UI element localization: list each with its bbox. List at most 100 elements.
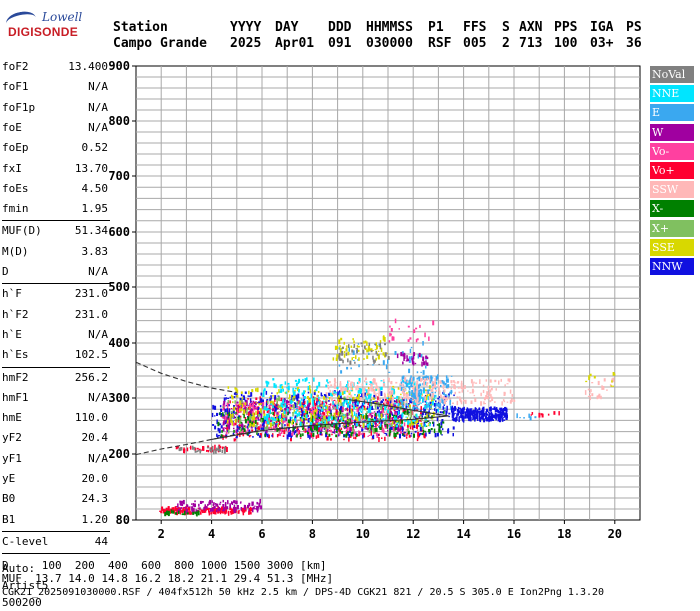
echo-point bbox=[260, 419, 263, 423]
echo-point bbox=[341, 421, 344, 424]
echo-point bbox=[395, 381, 398, 384]
echo-point bbox=[441, 398, 443, 403]
echo-point bbox=[402, 401, 405, 405]
echo-point bbox=[531, 412, 534, 415]
y-tick-label: 600 bbox=[108, 225, 130, 239]
echo-point bbox=[249, 398, 252, 403]
echo-point bbox=[378, 363, 380, 366]
echo-point bbox=[441, 411, 444, 414]
echo-point bbox=[295, 408, 298, 411]
echo-point bbox=[472, 414, 474, 417]
echo-point bbox=[264, 426, 267, 429]
echo-point bbox=[278, 389, 280, 394]
echo-point bbox=[281, 423, 283, 428]
echo-point bbox=[207, 450, 209, 452]
echo-point bbox=[373, 388, 376, 394]
echo-point bbox=[359, 426, 361, 428]
echo-point bbox=[289, 409, 292, 411]
echo-point bbox=[256, 501, 258, 505]
echo-point bbox=[341, 350, 344, 356]
echo-point bbox=[312, 403, 315, 407]
echo-point bbox=[422, 370, 425, 375]
echo-point bbox=[480, 401, 483, 406]
echo-point bbox=[319, 418, 322, 422]
echo-point bbox=[490, 385, 493, 388]
echo-point bbox=[293, 431, 296, 435]
echo-point bbox=[281, 429, 284, 431]
echo-point bbox=[326, 397, 329, 402]
echo-point bbox=[486, 391, 489, 396]
echo-point bbox=[430, 376, 433, 382]
echo-point bbox=[219, 405, 222, 408]
echo-point bbox=[471, 388, 474, 394]
echo-point bbox=[404, 419, 407, 422]
echo-point bbox=[368, 429, 371, 434]
echo-point bbox=[400, 393, 402, 396]
echo-point bbox=[272, 425, 275, 429]
echo-point bbox=[412, 406, 414, 412]
echo-point bbox=[428, 393, 431, 396]
echo-point bbox=[501, 401, 503, 406]
echo-point bbox=[304, 428, 307, 433]
echo-point bbox=[287, 403, 289, 405]
echo-point bbox=[449, 398, 452, 402]
echo-point bbox=[372, 429, 375, 434]
echo-point bbox=[384, 436, 386, 441]
echo-point bbox=[425, 410, 428, 413]
param-value: 1.20 bbox=[81, 512, 109, 526]
echo-point bbox=[368, 434, 371, 436]
echo-point bbox=[419, 420, 421, 422]
x-tick-label: 12 bbox=[406, 527, 420, 541]
echo-point bbox=[305, 414, 308, 418]
echo-point bbox=[343, 351, 346, 354]
echo-point bbox=[416, 389, 419, 391]
echo-point bbox=[239, 424, 242, 427]
echo-point bbox=[355, 348, 358, 350]
echo-point bbox=[247, 504, 249, 509]
echo-point bbox=[269, 396, 271, 399]
param-row-he: h`E N/A bbox=[2, 325, 108, 345]
echo-point bbox=[371, 438, 374, 440]
param-separator bbox=[2, 220, 110, 222]
echo-point bbox=[341, 421, 344, 423]
echo-point bbox=[325, 406, 328, 409]
echo-point bbox=[223, 427, 226, 429]
echo-point bbox=[341, 410, 344, 413]
echo-point bbox=[280, 430, 283, 434]
echo-point bbox=[356, 418, 359, 422]
echo-point bbox=[241, 398, 243, 403]
echo-point bbox=[226, 402, 229, 407]
echo-point bbox=[270, 403, 273, 406]
echo-point bbox=[492, 414, 495, 418]
echo-point bbox=[331, 433, 333, 436]
echo-point bbox=[181, 513, 184, 515]
echo-point bbox=[332, 357, 335, 361]
echo-point bbox=[233, 438, 236, 441]
echo-point bbox=[166, 510, 168, 515]
echo-point bbox=[441, 434, 443, 436]
echo-point bbox=[403, 410, 406, 414]
echo-point bbox=[340, 416, 343, 421]
echo-point bbox=[244, 408, 247, 413]
param-label: hmE bbox=[2, 411, 22, 425]
echo-point bbox=[178, 508, 181, 511]
echo-point bbox=[247, 423, 250, 428]
echo-point bbox=[234, 400, 236, 404]
echo-point bbox=[357, 397, 360, 403]
echo-point bbox=[356, 404, 359, 407]
echo-point bbox=[282, 418, 284, 420]
echo-point bbox=[499, 407, 501, 410]
echo-point bbox=[403, 357, 405, 361]
echo-point bbox=[389, 423, 392, 426]
echo-point bbox=[420, 378, 422, 382]
echo-point bbox=[504, 384, 506, 387]
echo-point bbox=[395, 419, 397, 423]
echo-point bbox=[444, 382, 447, 386]
echo-point bbox=[334, 345, 337, 350]
echo-point bbox=[370, 383, 373, 389]
echo-point bbox=[345, 433, 348, 438]
echo-point bbox=[379, 423, 382, 427]
echo-point bbox=[223, 404, 226, 408]
echo-point bbox=[379, 426, 382, 428]
echo-point bbox=[310, 421, 313, 426]
